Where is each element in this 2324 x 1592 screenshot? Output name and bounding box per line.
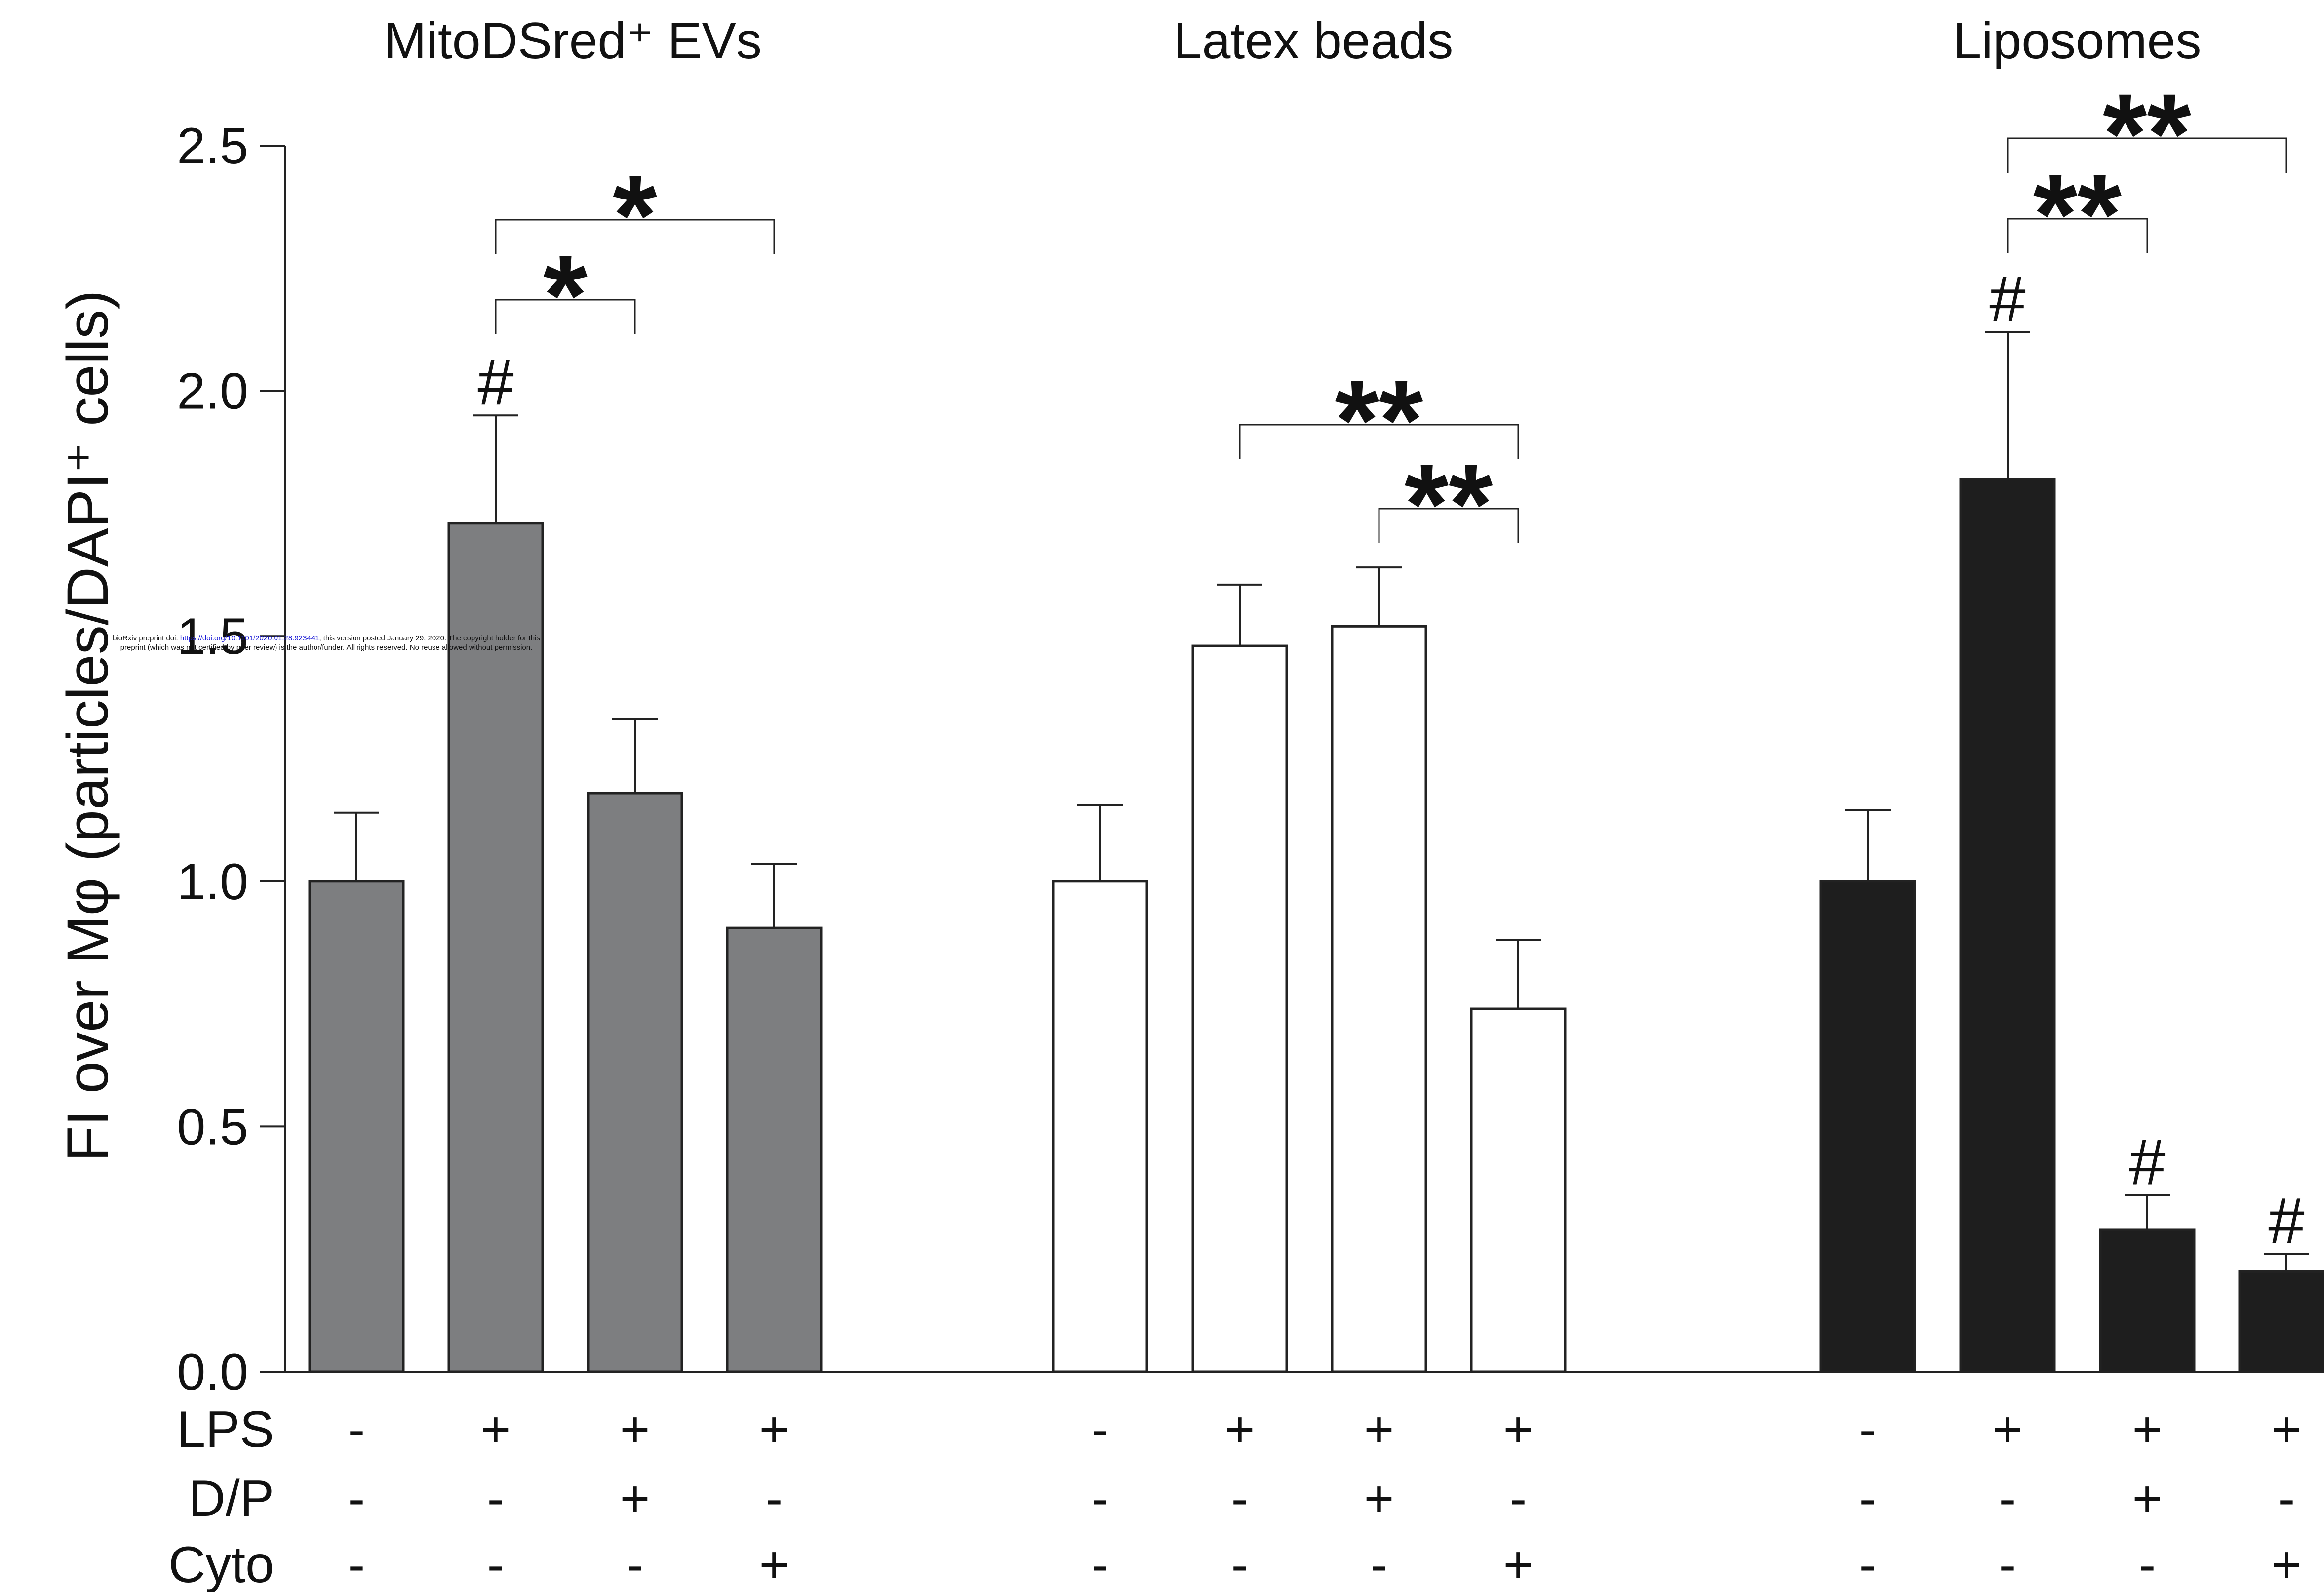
condition-symbol: -	[627, 1536, 644, 1592]
notice-prefix: bioRxiv preprint doi:	[113, 634, 180, 642]
significance-stars: **	[2033, 151, 2122, 278]
y-tick-label: 2.0	[177, 363, 248, 420]
condition-symbol: +	[759, 1401, 789, 1458]
bars	[308, 331, 2324, 1373]
group-title: Liposomes	[1953, 12, 2202, 70]
significance-mark: #	[2268, 1185, 2304, 1257]
condition-symbol: +	[481, 1401, 511, 1458]
y-tick-label: 1.5	[177, 608, 248, 665]
condition-symbol: -	[1092, 1401, 1109, 1458]
condition-symbol: +	[1503, 1401, 1534, 1458]
condition-symbol: -	[1859, 1536, 1877, 1592]
condition-symbol: -	[487, 1470, 505, 1527]
bar	[1819, 880, 1916, 1373]
y-axis-label: FI over Mφ (particles/DAPI⁺ cells)	[55, 290, 120, 1162]
bar	[2099, 1228, 2196, 1373]
condition-symbol: -	[1859, 1401, 1877, 1458]
condition-row-label: LPS	[177, 1401, 274, 1458]
condition-symbol: -	[766, 1470, 783, 1527]
significance-bracket	[495, 219, 775, 254]
condition-symbol: -	[487, 1536, 505, 1592]
condition-row-label: D/P	[189, 1470, 274, 1527]
condition-symbol: -	[1859, 1470, 1877, 1527]
condition-symbol: +	[1503, 1536, 1534, 1592]
bar	[726, 926, 823, 1373]
condition-symbol: +	[2272, 1536, 2302, 1592]
notice-line-2: preprint (which was not certified by pee…	[120, 643, 533, 652]
significance-mark: #	[2129, 1125, 2165, 1198]
preprint-notice: bioRxiv preprint doi: https://doi.org/10…	[18, 634, 635, 652]
condition-symbol: -	[1999, 1470, 2016, 1527]
bar	[1331, 625, 1427, 1373]
condition-symbol: -	[1231, 1536, 1249, 1592]
condition-symbol: -	[1092, 1536, 1109, 1592]
condition-symbol: +	[2132, 1401, 2163, 1458]
y-tick-label: 2.5	[177, 118, 248, 175]
significance-bracket	[2007, 137, 2287, 173]
bar	[1959, 478, 2056, 1373]
significance-mark: #	[1989, 262, 2025, 335]
labels: 0.0 0.5 1.0 1.5 2.0 2.5 FI over Mφ (particles/…	[55, 12, 2301, 1592]
bar	[1052, 880, 1148, 1373]
condition-symbol: +	[759, 1536, 789, 1592]
condition-symbol: +	[1364, 1401, 1394, 1458]
condition-symbol: +	[1225, 1401, 1255, 1458]
significance-stars: **	[2103, 70, 2192, 197]
condition-symbol: -	[1510, 1470, 1527, 1527]
condition-symbol: +	[1993, 1401, 2023, 1458]
bar	[1191, 644, 1288, 1373]
significance-stars: *	[543, 232, 588, 358]
significance-bracket	[2007, 218, 2148, 253]
y-tick-label: 0.5	[177, 1098, 248, 1155]
condition-symbol: +	[2132, 1470, 2163, 1527]
significance-bracket	[1378, 508, 1519, 543]
significance-stars: **	[1335, 357, 1423, 483]
bar	[2238, 1270, 2324, 1373]
condition-symbol: -	[2278, 1470, 2295, 1527]
significance-bracket	[1239, 424, 1519, 459]
condition-symbol: -	[1231, 1470, 1249, 1527]
condition-symbol: -	[2139, 1536, 2156, 1592]
significance-stars: **	[1404, 440, 1493, 567]
condition-symbol: -	[348, 1470, 365, 1527]
condition-symbol: -	[348, 1536, 365, 1592]
condition-symbol: -	[1999, 1536, 2016, 1592]
y-tick-label: 1.0	[177, 853, 248, 911]
condition-row-label: Cyto	[168, 1536, 274, 1592]
notice-suffix: ; this version posted January 29, 2020. …	[319, 634, 540, 642]
bar	[308, 880, 405, 1373]
significance-bracket	[495, 299, 636, 334]
significance-mark: #	[477, 346, 513, 418]
condition-symbol: -	[348, 1401, 365, 1458]
condition-symbol: +	[620, 1401, 650, 1458]
notice-doi-link[interactable]: https://doi.org/10.1101/2020.01.28.92344…	[180, 634, 319, 642]
bar	[587, 792, 683, 1373]
condition-symbol: +	[2272, 1401, 2302, 1458]
condition-symbol: -	[1092, 1470, 1109, 1527]
condition-symbol: +	[620, 1470, 650, 1527]
group-title: MitoDSred⁺ EVs	[384, 12, 762, 70]
significance-stars: *	[613, 152, 657, 279]
annotations: #******###****	[477, 70, 2304, 1257]
condition-symbol: -	[1371, 1536, 1388, 1592]
condition-symbol: +	[1364, 1470, 1394, 1527]
bar	[1470, 1007, 1567, 1373]
group-title: Latex beads	[1174, 12, 1454, 70]
y-tick-label: 0.0	[177, 1344, 248, 1401]
